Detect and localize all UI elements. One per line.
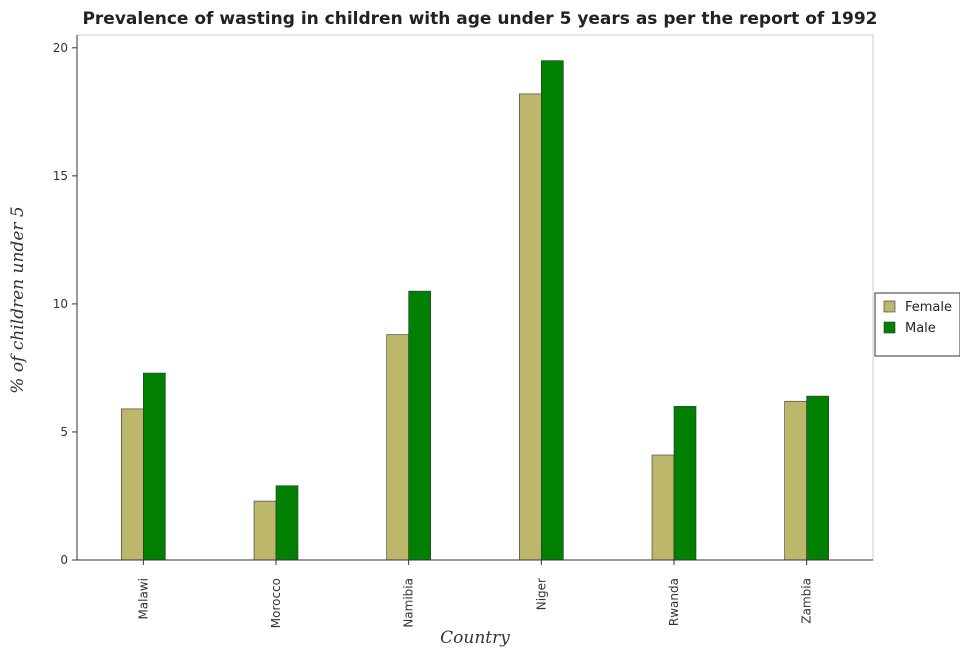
y-tick-label: 20 (53, 41, 68, 55)
legend-swatch-male (883, 321, 896, 334)
legend-label-female: Female (905, 300, 952, 315)
y-axis: 0 5 10 15 20 (53, 35, 78, 567)
x-tick-label-rwanda: Rwanda (667, 578, 681, 626)
y-tick-label: 10 (53, 297, 68, 311)
bar-male-morocco (275, 485, 299, 561)
x-tick-label-niger: Niger (534, 578, 548, 610)
legend-label-male: Male (905, 321, 936, 336)
bar-female-morocco (253, 500, 277, 561)
bar-male-niger (541, 60, 564, 561)
bar-female-niger (519, 93, 542, 561)
legend: Female Male (874, 292, 960, 357)
bar-female-malawi (121, 408, 144, 561)
plot-area (76, 34, 874, 561)
bar-female-namibia (386, 334, 409, 561)
chart-title: Prevalence of wasting in children with a… (82, 9, 877, 29)
y-axis-label: % of children under 5 (8, 206, 28, 393)
bar-male-zambia (806, 395, 829, 561)
bar-female-rwanda (651, 454, 675, 561)
bar-male-rwanda (673, 406, 697, 561)
x-axis: Malawi Morocco Namibia Niger Rwanda Zambia (77, 559, 873, 628)
x-tick-label-malawi: Malawi (136, 578, 150, 620)
y-tick-label: 5 (60, 425, 68, 439)
y-tick-label: 0 (60, 553, 68, 567)
x-axis-label: Country (440, 628, 510, 648)
legend-swatch-female (883, 300, 896, 313)
bar-female-zambia (784, 400, 807, 561)
bars (121, 60, 829, 561)
bar-male-malawi (143, 372, 166, 561)
x-tick-label-namibia: Namibia (402, 578, 416, 628)
y-tick-label: 15 (53, 169, 68, 183)
x-tick-label-zambia: Zambia (800, 578, 814, 624)
bar-male-namibia (408, 290, 431, 561)
x-tick-label-morocco: Morocco (269, 578, 283, 628)
